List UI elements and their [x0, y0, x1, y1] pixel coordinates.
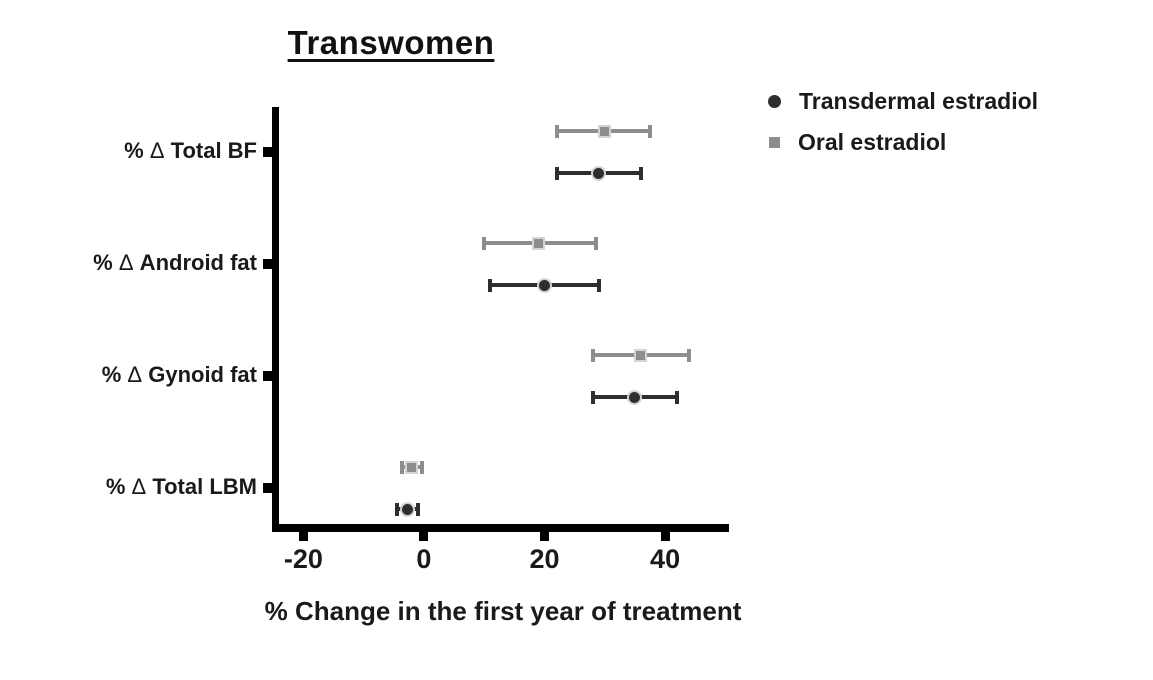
data-point-marker — [405, 460, 419, 474]
data-point-marker — [591, 165, 607, 181]
error-bar-cap-right — [687, 348, 692, 362]
x-axis-tick — [660, 532, 670, 541]
error-bar-cap-right — [420, 460, 425, 474]
error-bar-cap-left — [590, 348, 595, 362]
x-axis-line — [272, 524, 729, 532]
category-label: % Δ Android fat — [93, 250, 257, 275]
chart-title: Transwomen — [287, 24, 495, 61]
category-tick — [263, 483, 272, 493]
data-point-marker — [537, 277, 552, 293]
delta-symbol: Δ — [118, 250, 134, 275]
error-bar-cap-left — [399, 460, 404, 474]
error-bar-cap-left — [482, 236, 487, 250]
error-bar-cap-right — [415, 502, 420, 516]
delta-symbol: Δ — [127, 362, 143, 387]
legend: Transdermal estradiol Oral estradiol — [768, 88, 1038, 156]
x-axis-tick — [419, 532, 429, 541]
delta-symbol: Δ — [149, 138, 165, 163]
category-tick — [263, 147, 272, 157]
category-label: % Δ Total LBM — [105, 474, 257, 499]
circle-marker-icon — [768, 95, 781, 108]
legend-label: Transdermal estradiol — [799, 88, 1039, 114]
x-tick-label: -20 — [283, 544, 323, 574]
delta-symbol: Δ — [131, 474, 147, 499]
x-tick-label: 20 — [529, 544, 560, 574]
error-bar-cap-right — [675, 390, 680, 404]
x-axis-tick — [540, 532, 549, 541]
x-tick-label: 40 — [650, 544, 681, 574]
error-bar-cap-right — [596, 278, 601, 292]
x-axis-title: % Change in the first year of treatment — [264, 596, 742, 626]
data-point-marker — [627, 389, 643, 405]
error-bar-cap-right — [638, 166, 643, 180]
x-tick-label: 0 — [416, 544, 432, 574]
y-axis-line — [272, 107, 279, 532]
square-marker-icon — [769, 137, 780, 148]
data-point-marker — [634, 348, 648, 362]
error-bar-cap-left — [554, 124, 559, 138]
legend-item-oral: Oral estradiol — [768, 129, 1038, 156]
data-point-marker — [399, 501, 415, 517]
category-label: % Δ Gynoid fat — [101, 362, 257, 387]
error-bar-cap-left — [554, 166, 559, 180]
legend-label: Oral estradiol — [798, 129, 947, 155]
error-bar-cap-left — [590, 390, 595, 404]
data-point-marker — [531, 236, 545, 250]
legend-item-transdermal: Transdermal estradiol — [768, 88, 1038, 115]
error-bar-cap-right — [593, 236, 598, 250]
error-bar-cap-left — [488, 278, 493, 292]
error-bar-cap-right — [648, 124, 653, 138]
x-axis-tick — [298, 532, 308, 541]
category-tick — [263, 371, 272, 381]
error-bar-cap-left — [394, 502, 399, 516]
category-label: % Δ Total BF — [124, 138, 257, 163]
category-tick — [263, 259, 272, 269]
data-point-marker — [598, 124, 612, 138]
